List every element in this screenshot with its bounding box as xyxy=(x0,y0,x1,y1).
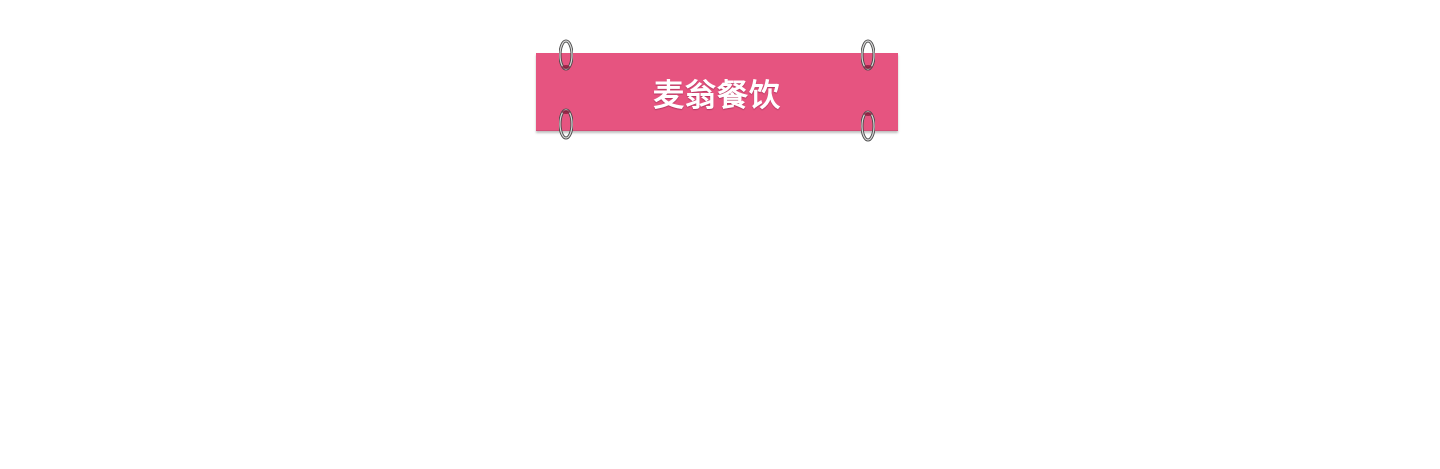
ring-top-left-icon xyxy=(559,39,573,71)
ring-top-right-icon xyxy=(861,39,875,71)
ring-bottom-left-icon xyxy=(559,108,573,140)
ring-bottom-right-icon xyxy=(861,110,875,142)
brand-title: 麦翁餐饮 xyxy=(653,77,781,114)
brand-banner: 麦翁餐饮 xyxy=(536,53,898,131)
